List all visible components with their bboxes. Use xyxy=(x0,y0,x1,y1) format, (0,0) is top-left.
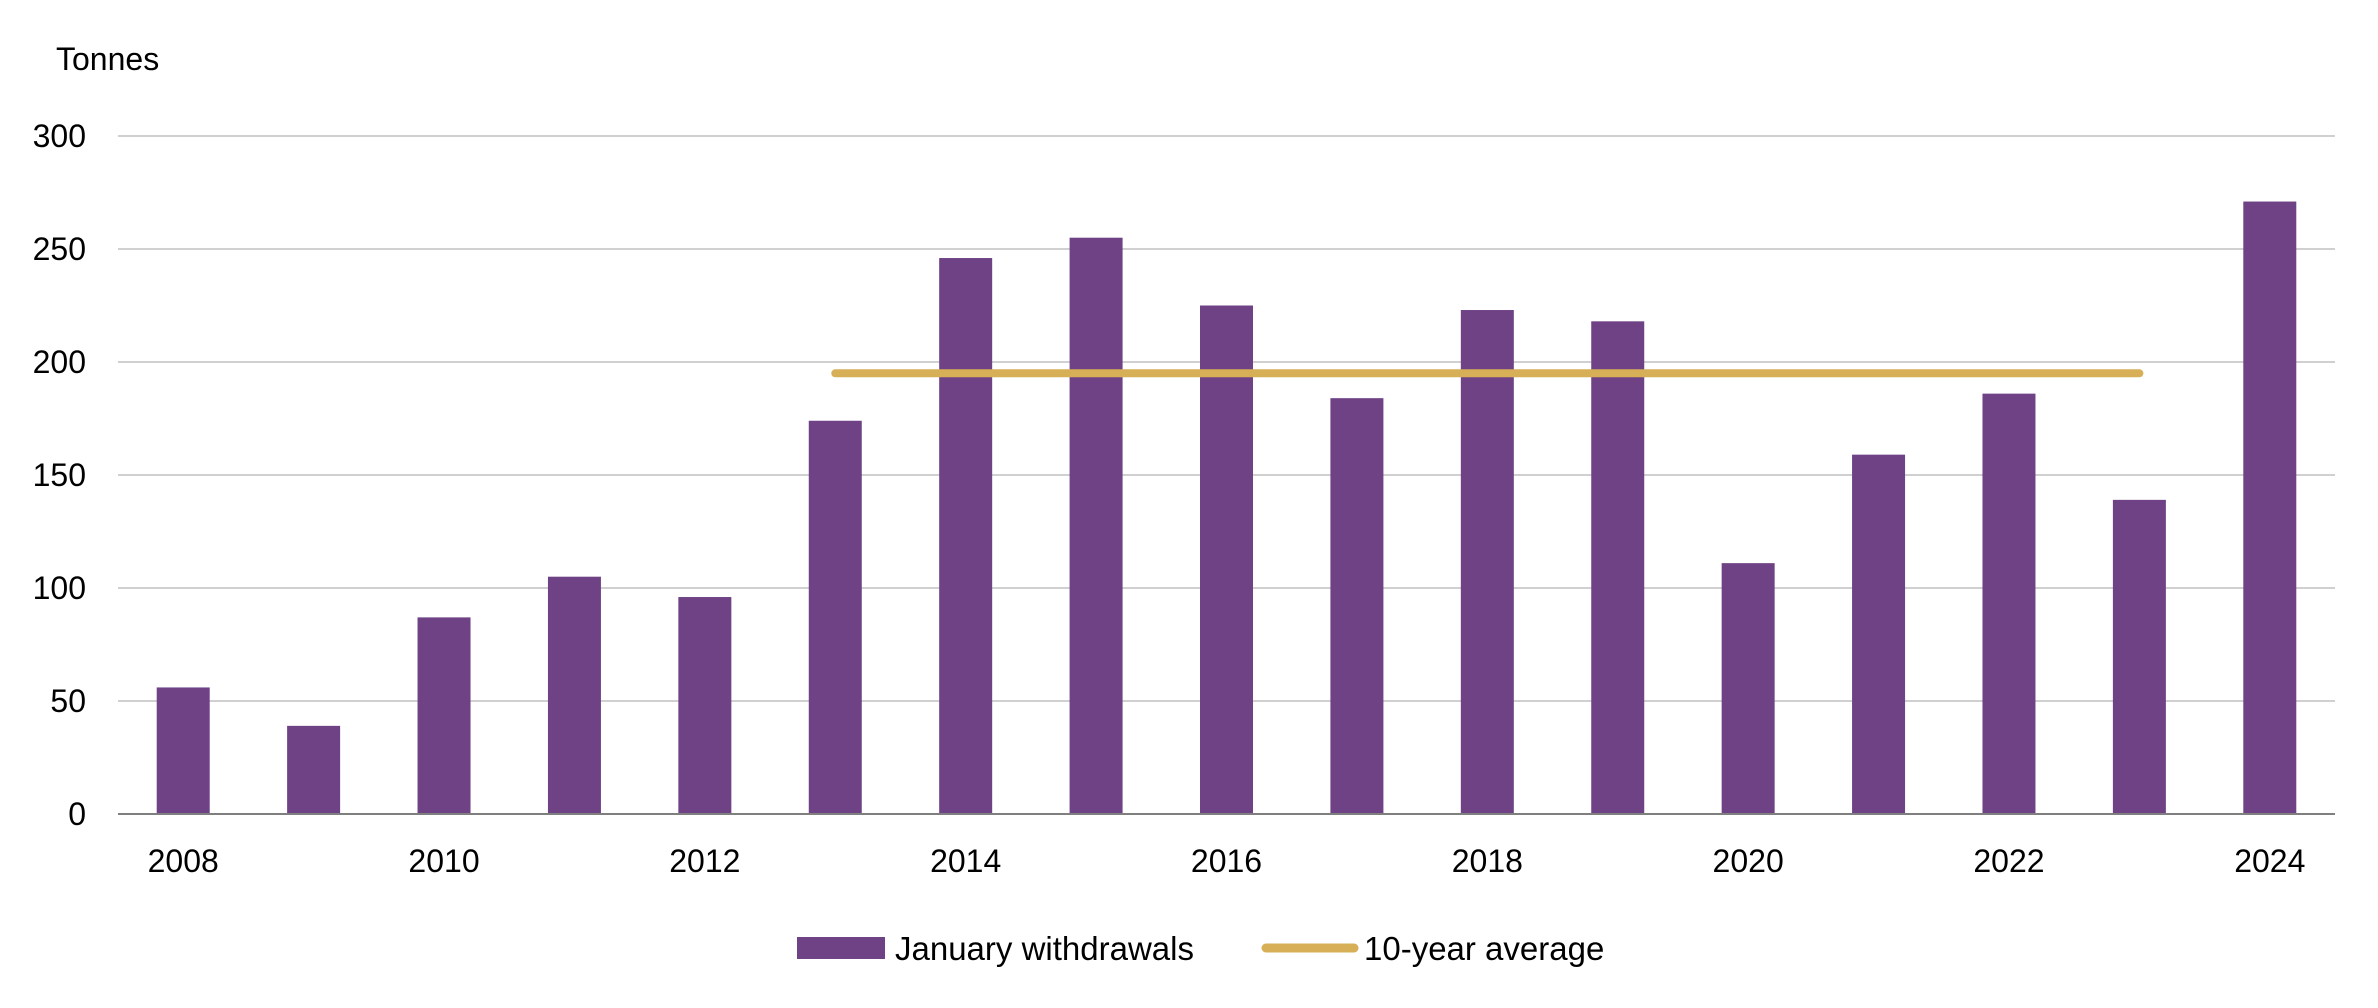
x-tick-label: 2018 xyxy=(1452,843,1523,879)
x-tick-label: 2008 xyxy=(148,843,219,879)
y-tick-label: 150 xyxy=(33,457,86,493)
bar-2015 xyxy=(1069,237,1123,814)
x-tick-label: 2020 xyxy=(1713,843,1784,879)
y-tick-label: 300 xyxy=(33,118,86,154)
y-tick-label: 50 xyxy=(50,683,86,719)
legend-label-10-year-average: 10-year average xyxy=(1364,930,1604,967)
bar-2024 xyxy=(2243,201,2297,815)
y-tick-label: 100 xyxy=(33,570,86,606)
bar-2019 xyxy=(1591,321,1645,814)
legend-label-january-withdrawals: January withdrawals xyxy=(895,930,1194,967)
x-tick-label: 2016 xyxy=(1191,843,1262,879)
x-tick-label: 2024 xyxy=(2234,843,2305,879)
bar-2018 xyxy=(1460,310,1514,814)
y-axis-ticks: 0 50 100 150 200 250 300 xyxy=(33,118,86,832)
bar-2022 xyxy=(1982,393,2036,814)
legend-swatch-january-withdrawals xyxy=(797,937,885,959)
bar-2012 xyxy=(678,597,732,814)
y-tick-label: 0 xyxy=(68,796,86,832)
x-tick-label: 2022 xyxy=(1973,843,2044,879)
y-tick-label: 200 xyxy=(33,344,86,380)
legend: January withdrawals 10-year average xyxy=(797,930,1604,967)
x-tick-label: 2014 xyxy=(930,843,1001,879)
bar-2021 xyxy=(1852,454,1906,814)
bar-2011 xyxy=(547,576,601,814)
y-axis-unit-label: Tonnes xyxy=(56,41,159,77)
bar-2020 xyxy=(1721,563,1775,814)
x-tick-label: 2012 xyxy=(669,843,740,879)
bar-2013 xyxy=(808,420,862,814)
bar-2008 xyxy=(156,687,210,814)
bars xyxy=(156,201,2297,815)
bar-2016 xyxy=(1200,305,1253,814)
bar-2017 xyxy=(1330,398,1384,814)
x-tick-label: 2010 xyxy=(408,843,479,879)
bar-2014 xyxy=(939,258,993,814)
bar-2009 xyxy=(287,725,341,814)
y-tick-label: 250 xyxy=(33,231,86,267)
bar-2023 xyxy=(2112,499,2166,814)
x-axis-ticks: 2008 2010 2012 2014 2016 2018 2020 2022 2024 xyxy=(148,843,2306,879)
bar-2010 xyxy=(417,617,471,814)
